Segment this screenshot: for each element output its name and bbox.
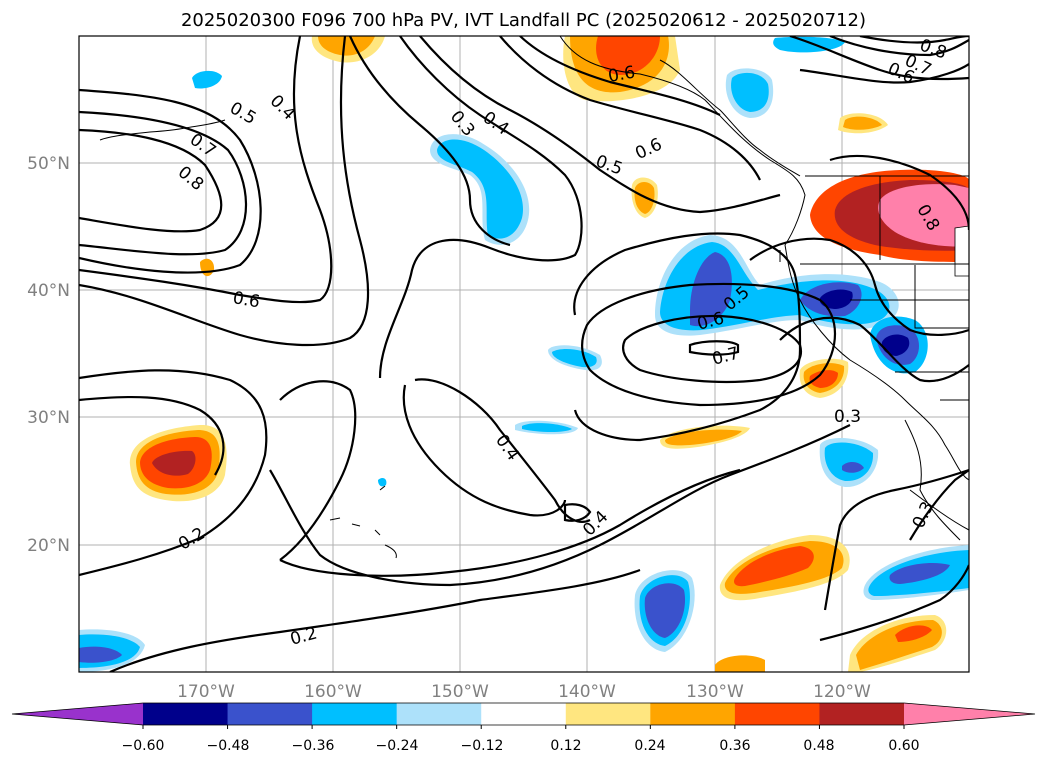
map-frame	[78, 35, 970, 673]
map-plot-area: 0.5 0.4 0.7 0.8 0.3 0.4 0.6 0.6 0.5 0.8 …	[79, 36, 969, 672]
colorbar	[11, 702, 1036, 729]
colorbar-tick-label: −0.60	[122, 738, 165, 754]
map-title: 2025020300 F096 700 hPa PV, IVT Landfall…	[180, 10, 867, 31]
colorbar-swatch	[312, 703, 398, 725]
colorbar-swatch	[227, 703, 313, 725]
lon-tick-label: 170°W	[177, 682, 235, 702]
colorbar-extend-low	[12, 703, 143, 725]
colorbar-tick-label: −0.12	[461, 738, 504, 754]
colorbar-tick-label: 0.36	[719, 738, 750, 754]
colorbar-swatch	[143, 703, 229, 725]
lat-tick-label: 30°N	[27, 408, 70, 428]
colorbar-tick-label: −0.36	[292, 738, 335, 754]
lon-tick-label: 140°W	[558, 682, 616, 702]
colorbar-extend-high	[904, 703, 1035, 725]
colorbar-tick-label: 0.24	[634, 738, 665, 754]
lat-tick-label: 40°N	[27, 281, 70, 301]
contour-label: 0.6	[231, 288, 261, 312]
colorbar-swatch	[819, 703, 905, 725]
colorbar-swatch	[565, 703, 651, 725]
colorbar-swatch	[481, 703, 567, 725]
colorbar-tick-label: 0.60	[888, 738, 919, 754]
colorbar-tick-label: 0.12	[550, 738, 581, 754]
pv-contours	[79, 36, 969, 672]
colorbar-swatch	[650, 703, 736, 725]
lon-tick-label: 120°W	[813, 682, 871, 702]
lon-tick-label: 150°W	[431, 682, 489, 702]
colorbar-labels: −0.60 −0.48 −0.36 −0.24 −0.12 0.12 0.24 …	[122, 738, 920, 754]
ivt-shading	[79, 36, 969, 672]
lat-tick-label: 20°N	[27, 536, 70, 556]
latitude-labels: 50°N 40°N 30°N 20°N	[27, 154, 70, 556]
colorbar-tick-label: −0.48	[207, 738, 250, 754]
contour-label: 0.3	[834, 407, 861, 427]
contour-label: 0.6	[607, 63, 637, 87]
colorbar-tick-label: 0.48	[803, 738, 834, 754]
colorbar-swatch	[734, 703, 820, 725]
colorbar-tick-label: −0.24	[376, 738, 419, 754]
longitude-labels: 170°W 160°W 150°W 140°W 130°W 120°W	[177, 682, 871, 702]
colorbar-swatch	[396, 703, 482, 725]
lon-tick-label: 130°W	[686, 682, 744, 702]
lat-tick-label: 50°N	[27, 154, 70, 174]
lon-tick-label: 160°W	[304, 682, 362, 702]
